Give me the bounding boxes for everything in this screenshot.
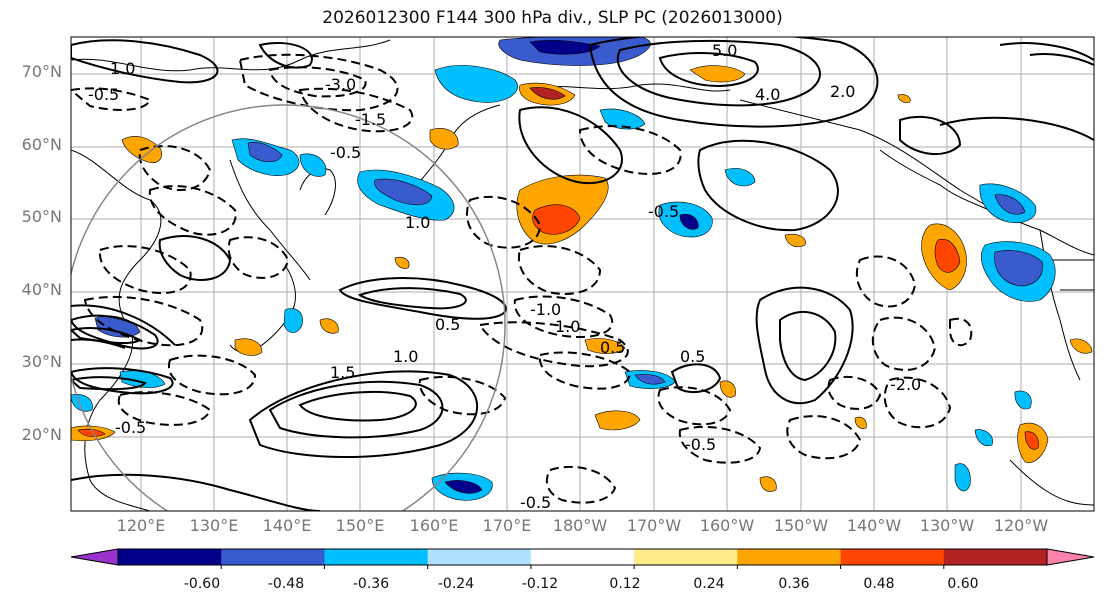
colorbar-segment [118,549,222,565]
colorbar-segment [324,549,429,565]
contour-label: 0.5 [600,338,625,357]
contour-label: -1.5 [355,110,386,129]
contour-label: -0.5 [685,435,716,454]
contour-label: 5.0 [712,41,737,60]
contour-label: 1.0 [555,317,580,336]
contour-label: -0.5 [648,202,679,221]
contour-label: 4.0 [755,85,780,104]
colorbar-extend-max [1046,548,1095,566]
lat-label: 70°N [21,62,62,81]
great-circle [71,104,506,511]
contour-label: -0.5 [330,143,361,162]
colorbar-segment [634,549,738,565]
lon-label: 120°E [116,516,166,535]
lon-label: 140°E [262,516,312,535]
slp-contours-positive [71,37,1094,511]
contour-label: -2.0 [890,375,921,394]
lat-label: 60°N [21,135,62,154]
colorbar-tick-label: 0.60 [947,576,979,592]
contour-label: -0.5 [115,418,146,437]
lat-label: 40°N [21,280,62,299]
slp-contours-negative [71,53,973,504]
lon-label: 140°W [846,516,902,535]
colorbar-segment [427,549,532,565]
plot-frame [70,36,1095,512]
contour-labels: 5.0 4.0 2.0 1.0 1.0 1.0 1.0 1.5 0.5 0.5 … [88,41,921,512]
lon-label: 130°W [919,516,975,535]
lon-label: 160°W [699,516,755,535]
contour-label: 1.0 [110,59,135,78]
lon-label: 160°E [409,516,459,535]
colorbar-segment [530,549,635,565]
lat-label: 20°N [21,425,62,444]
gridlines [71,37,1094,511]
colorbar-segment [221,549,325,565]
contour-label: 1.0 [405,213,430,232]
contour-label: -0.5 [88,85,119,104]
lon-label: 180°W [552,516,608,535]
colorbar-tick-label: 0.12 [609,576,641,592]
contour-label: -3.0 [325,75,356,94]
colorbar-extend-min [70,548,119,566]
colorbar-tick-label: 0.24 [693,576,725,592]
contour-label: 0.5 [435,315,460,334]
colorbar-tick-label: -0.48 [267,576,305,592]
colorbar-tick-label: -0.24 [437,576,475,592]
colorbar [70,548,1095,569]
contour-label: -1.0 [530,300,561,319]
colorbar-tick-label: 0.48 [863,576,895,592]
contour-label: 1.0 [393,347,418,366]
lon-label: 120°W [993,516,1049,535]
colorbar-segment [737,549,842,565]
lon-label: 130°E [189,516,239,535]
contour-label: 2.0 [830,82,855,101]
map-title: 2026012300 F144 300 hPa div., SLP PC (20… [322,8,783,28]
lon-label: 170°E [482,516,532,535]
divergence-negative [71,37,1056,501]
colorbar-tick-label: 0.36 [778,576,810,592]
colorbar-frame [117,548,1048,566]
colorbar-segment [840,549,945,565]
contour-label: 0.5 [680,347,705,366]
colorbar-tick-label: -0.12 [521,576,559,592]
colorbar-tick-label: -0.36 [352,576,390,592]
lat-label: 30°N [21,352,62,371]
colorbar-segment [943,549,1048,565]
divergence-positive [71,65,1093,492]
lat-label: 50°N [21,207,62,226]
lon-label: 150°E [335,516,385,535]
colorbar-tick-label: -0.60 [183,576,221,592]
lon-label: 150°W [773,516,829,535]
contour-label: -0.5 [520,493,551,512]
contour-label: 1.5 [330,363,355,382]
lon-label: 170°W [626,516,682,535]
